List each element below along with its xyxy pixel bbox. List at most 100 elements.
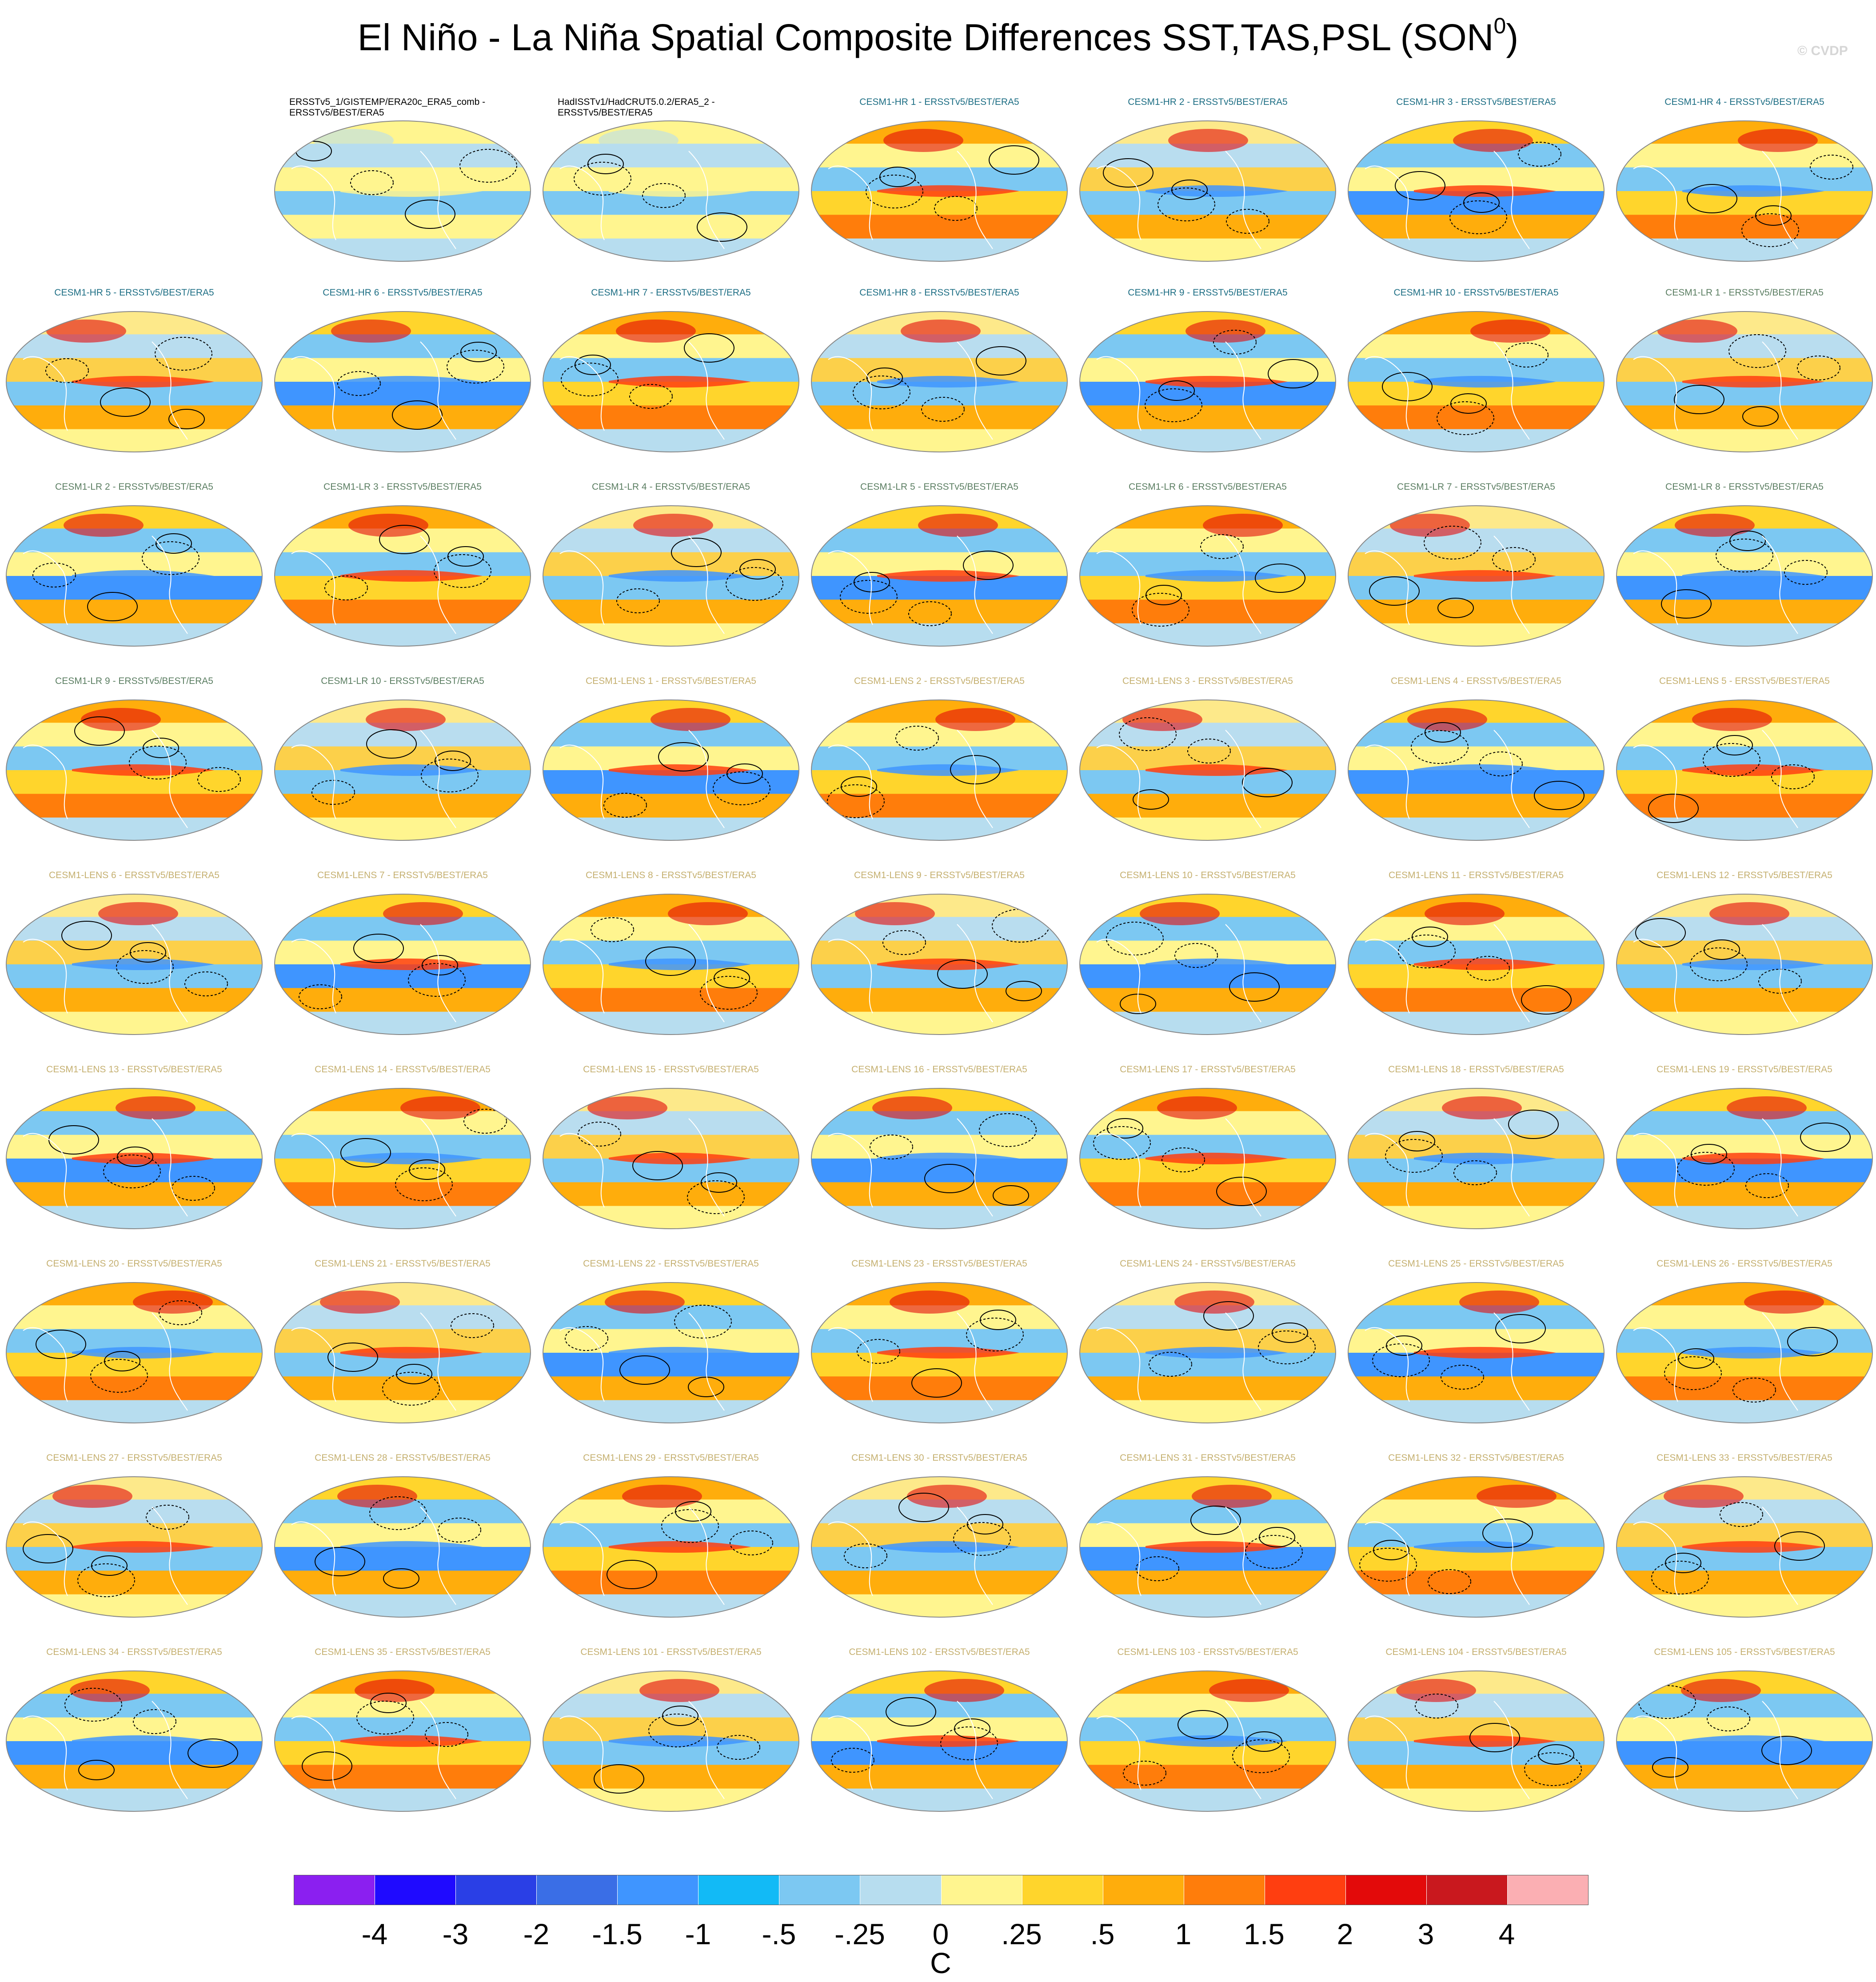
- psl-contour: [1774, 1531, 1825, 1561]
- map-panel: CESM1-LENS 3 - ERSSTv5/BEST/ERA5: [1074, 676, 1341, 863]
- globe-map: [6, 699, 263, 841]
- sst-anomaly-band: [1617, 144, 1872, 168]
- coastline: [1365, 1312, 1530, 1411]
- sst-anomaly-band: [543, 917, 799, 941]
- equatorial-anomaly: [1414, 376, 1556, 388]
- map-panel: CESM1-LENS 23 - ERSSTv5/BEST/ERA5: [806, 1259, 1073, 1445]
- map-panel: CESM1-LR 5 - ERSSTv5/BEST/ERA5: [806, 482, 1073, 668]
- map-panel: CESM1-HR 8 - ERSSTv5/BEST/ERA5: [806, 288, 1073, 474]
- coastline: [1096, 730, 1261, 828]
- globe-outline: [543, 1088, 799, 1229]
- psl-contour: [1449, 200, 1507, 234]
- high-latitude-anomaly: [1459, 1291, 1539, 1314]
- psl-contour: [648, 1714, 706, 1747]
- coastline: [1096, 151, 1261, 249]
- map-panel: CESM1-LENS 34 - ERSSTv5/BEST/ERA5: [1, 1647, 267, 1834]
- psl-contour: [717, 1735, 760, 1760]
- globe-outline: [1348, 120, 1605, 262]
- psl-contour: [327, 1343, 378, 1372]
- globe-map: [543, 311, 799, 452]
- panel-title: CESM1-LR 10 - ERSSTv5/BEST/ERA5: [321, 676, 484, 686]
- high-latitude-anomaly: [1470, 320, 1550, 343]
- sst-anomaly-band: [275, 121, 531, 144]
- coastline: [23, 1312, 188, 1411]
- psl-contour: [1758, 969, 1802, 994]
- psl-contour: [853, 376, 910, 409]
- globe-outline: [1616, 311, 1873, 452]
- equatorial-anomaly: [72, 376, 214, 388]
- high-latitude-anomaly: [599, 129, 679, 152]
- psl-contour: [438, 1518, 481, 1542]
- psl-contour: [1652, 1757, 1688, 1778]
- globe-map: [1616, 505, 1873, 647]
- psl-contour: [188, 1738, 238, 1768]
- coastline: [291, 1506, 456, 1605]
- map-panel: CESM1-LENS 8 - ERSSTv5/BEST/ERA5: [538, 870, 804, 1057]
- globe-map: [274, 1476, 531, 1618]
- high-latitude-anomaly: [1174, 1291, 1254, 1314]
- psl-contour: [1495, 1314, 1546, 1343]
- map-panel: CESM1-LENS 1 - ERSSTv5/BEST/ERA5: [538, 676, 804, 863]
- sst-anomaly-band: [1348, 1694, 1604, 1718]
- globe-map: [811, 311, 1068, 452]
- globe-outline: [1348, 894, 1605, 1035]
- psl-contour: [395, 1167, 453, 1201]
- map-panel: CESM1-LENS 26 - ERSSTv5/BEST/ERA5: [1611, 1259, 1876, 1445]
- psl-contour: [1177, 1710, 1228, 1739]
- high-latitude-anomaly: [70, 1679, 150, 1702]
- panel-title: CESM1-LENS 7 - ERSSTv5/BEST/ERA5: [317, 870, 488, 880]
- high-latitude-anomaly: [331, 320, 411, 343]
- psl-contour: [460, 342, 497, 362]
- sst-anomaly-band: [1348, 1570, 1604, 1595]
- psl-contour: [1386, 1335, 1422, 1356]
- psl-contour: [675, 1501, 711, 1522]
- equatorial-anomaly: [877, 570, 1019, 582]
- panel-title: CESM1-LENS 19 - ERSSTv5/BEST/ERA5: [1656, 1064, 1832, 1075]
- psl-contour: [697, 212, 747, 242]
- psl-contour: [299, 984, 342, 1009]
- high-latitude-anomaly: [1407, 708, 1487, 731]
- sst-anomaly-band: [543, 144, 799, 168]
- psl-contour: [1492, 547, 1536, 572]
- psl-contour: [383, 1568, 419, 1589]
- sst-anomaly-band: [811, 1376, 1067, 1401]
- globe-map: [1079, 311, 1336, 452]
- coastline: [559, 1118, 725, 1217]
- coastline: [1096, 1701, 1261, 1799]
- psl-contour: [1428, 1569, 1471, 1594]
- sst-anomaly-band: [811, 1206, 1067, 1229]
- psl-contour: [1784, 560, 1828, 585]
- colorbar-segment: [1507, 1875, 1588, 1905]
- sst-anomaly-band: [6, 1206, 262, 1229]
- map-panel: CESM1-LENS 13 - ERSSTv5/BEST/ERA5: [1, 1064, 267, 1251]
- sst-anomaly-band: [6, 312, 262, 335]
- psl-contour: [1259, 1527, 1295, 1547]
- coastline: [23, 1506, 188, 1605]
- colorbar-segment: [456, 1875, 537, 1905]
- map-panel: CESM1-LR 1 - ERSSTv5/BEST/ERA5: [1611, 288, 1876, 474]
- globe-outline: [1616, 1670, 1873, 1812]
- coastline: [559, 535, 725, 634]
- coastline: [1365, 730, 1530, 828]
- psl-contour: [1245, 1535, 1303, 1569]
- panel-title: CESM1-LR 3 - ERSSTv5/BEST/ERA5: [323, 482, 482, 492]
- equatorial-anomaly: [1682, 1347, 1824, 1359]
- coastline: [1633, 341, 1798, 440]
- psl-contour: [911, 1368, 962, 1398]
- map-panel: CESM1-LENS 6 - ERSSTv5/BEST/ERA5: [1, 870, 267, 1057]
- sst-anomaly-band: [6, 334, 262, 359]
- equatorial-anomaly: [1682, 376, 1824, 388]
- high-latitude-anomaly: [46, 320, 126, 343]
- sst-anomaly-band: [1080, 794, 1336, 818]
- map-panel: CESM1-LENS 21 - ERSSTv5/BEST/ERA5: [269, 1259, 536, 1445]
- psl-contour: [1106, 922, 1164, 955]
- high-latitude-anomaly: [1122, 708, 1202, 731]
- map-panel: CESM1-LENS 15 - ERSSTv5/BEST/ERA5: [538, 1064, 804, 1251]
- sst-anomaly-band: [543, 215, 799, 239]
- panel-title: CESM1-LENS 4 - ERSSTv5/BEST/ERA5: [1391, 676, 1561, 686]
- globe-outline: [811, 1476, 1068, 1618]
- sst-anomaly-band: [6, 1011, 262, 1035]
- sst-anomaly-band: [811, 623, 1067, 646]
- map-panel: CESM1-LR 4 - ERSSTv5/BEST/ERA5: [538, 482, 804, 668]
- map-panel: CESM1-LENS 35 - ERSSTv5/BEST/ERA5: [269, 1647, 536, 1834]
